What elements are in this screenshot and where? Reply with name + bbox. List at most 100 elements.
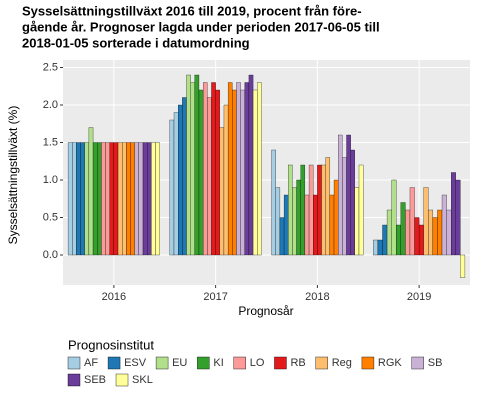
- legend-label: KI: [213, 357, 223, 369]
- bar: [122, 142, 127, 256]
- legend-swatch: [67, 356, 81, 370]
- bar: [169, 119, 175, 256]
- bar: [292, 187, 297, 256]
- bar: [92, 142, 98, 256]
- chart-title: gående år. Prognoser lagda under periode…: [22, 19, 380, 34]
- bar: [138, 142, 144, 256]
- bar: [198, 89, 204, 256]
- bar: [338, 134, 343, 256]
- bar: [88, 127, 94, 256]
- bar: [113, 142, 119, 256]
- x-axis-label: Prognosår: [238, 304, 293, 318]
- bar: [283, 194, 289, 256]
- bar: [313, 194, 318, 256]
- bar: [437, 209, 443, 256]
- legend-swatch: [155, 356, 169, 370]
- bar: [126, 142, 131, 256]
- bar: [288, 164, 293, 256]
- bar: [202, 82, 208, 256]
- y-tick-label: 0.5: [43, 211, 58, 223]
- legend-swatch: [197, 356, 210, 370]
- legend-swatch: [107, 356, 121, 370]
- bar: [304, 194, 310, 256]
- bar: [396, 224, 401, 256]
- bar: [227, 82, 233, 256]
- bar: [173, 112, 179, 256]
- y-tick-label: 2.5: [43, 61, 58, 73]
- bar: [377, 239, 383, 256]
- bar: [296, 179, 301, 256]
- bar: [252, 89, 258, 256]
- legend-label: RB: [290, 357, 305, 369]
- bar: [350, 149, 355, 256]
- bar: [97, 142, 102, 256]
- bar: [441, 194, 447, 256]
- bar: [151, 142, 156, 256]
- bar: [423, 187, 429, 256]
- bar: [155, 142, 160, 256]
- bar: [215, 89, 220, 256]
- bar: [386, 209, 392, 256]
- bar: [257, 82, 262, 256]
- bar: [428, 209, 434, 256]
- legend-label: RGK: [378, 357, 403, 369]
- bar: [84, 142, 90, 256]
- legend-label: LO: [250, 357, 265, 369]
- x-tick-label: 2019: [407, 291, 431, 303]
- bar: [130, 142, 135, 256]
- bar: [373, 239, 379, 256]
- x-tick-label: 2016: [102, 291, 126, 303]
- legend-title: Prognosinstitut: [68, 337, 154, 352]
- legend-label: SKL: [132, 374, 153, 386]
- y-axis-label: Sysselsättningstillväxt (%): [6, 106, 20, 245]
- bar: [346, 134, 351, 256]
- bar: [325, 157, 331, 256]
- bar: [134, 142, 139, 256]
- bar: [279, 217, 285, 256]
- bar: [182, 97, 187, 256]
- legend-swatch: [361, 356, 375, 370]
- y-tick-label: 2.0: [43, 99, 58, 111]
- bar: [446, 209, 452, 256]
- bar: [194, 74, 200, 256]
- bar: [391, 179, 397, 256]
- bar: [400, 202, 406, 256]
- bar: [232, 89, 237, 256]
- bar: [76, 142, 81, 256]
- y-tick-label: 1.0: [43, 174, 58, 186]
- bar: [105, 142, 110, 256]
- bar: [432, 217, 438, 256]
- bar: [405, 209, 411, 256]
- bar: [211, 82, 216, 256]
- bar: [248, 74, 254, 256]
- bar: [358, 164, 364, 256]
- bar: [329, 194, 335, 256]
- legend-label: AF: [84, 357, 98, 369]
- bar: [72, 142, 77, 256]
- bar: [354, 187, 360, 256]
- legend-swatch: [411, 356, 424, 370]
- bar: [101, 142, 106, 256]
- bar: [223, 104, 229, 256]
- legend-swatch: [315, 356, 328, 370]
- bar: [321, 164, 326, 256]
- bar: [382, 224, 388, 256]
- bar: [117, 142, 123, 256]
- chart-title: 2018-01-05 sorterade i datumordning: [22, 35, 250, 50]
- bar: [109, 142, 115, 256]
- bar: [271, 149, 276, 256]
- bar: [409, 187, 415, 256]
- bar: [418, 224, 424, 256]
- bar: [147, 142, 152, 256]
- bar: [244, 82, 250, 256]
- x-tick-label: 2017: [203, 291, 227, 303]
- legend-swatch: [233, 356, 246, 370]
- bar: [414, 217, 420, 256]
- bar: [342, 157, 347, 256]
- bar: [190, 82, 195, 256]
- legend-swatch: [115, 373, 129, 387]
- bar: [178, 104, 183, 256]
- bar: [207, 97, 212, 256]
- bar: [333, 179, 339, 256]
